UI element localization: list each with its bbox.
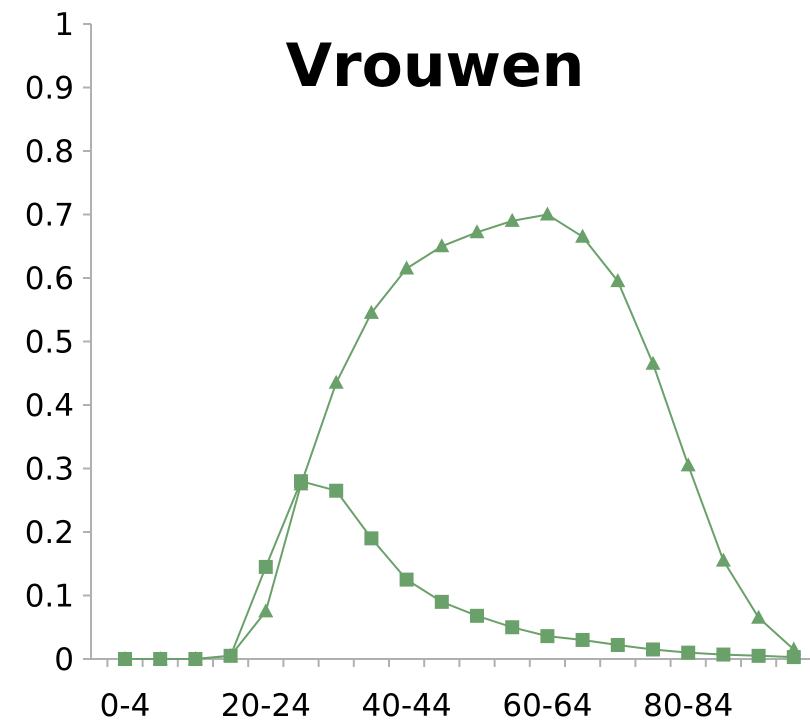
data-point-square	[434, 594, 449, 609]
series-group	[117, 206, 802, 666]
data-point-square	[786, 650, 801, 665]
x-tick-label: 80-84	[643, 688, 733, 724]
y-axis: 0 0.1 0.2 0.3 0.4 0.5 0.6 0.7 0.8 0.9 1	[25, 7, 92, 678]
data-point-square	[258, 559, 273, 574]
data-point-square	[470, 608, 484, 623]
data-point-square	[610, 638, 625, 653]
y-tick-label: 0.2	[25, 515, 74, 551]
chart-title: Vrouwen	[286, 31, 585, 101]
data-point-triangle	[434, 238, 450, 253]
data-point-square	[575, 632, 590, 647]
data-point-triangle	[504, 212, 520, 227]
y-tick-label: 0.4	[25, 388, 74, 424]
x-tick-label: 40-44	[362, 688, 452, 724]
data-point-triangle	[258, 603, 274, 618]
series-triangle	[117, 206, 802, 665]
data-point-triangle	[363, 304, 379, 319]
y-tick-label: 0.1	[25, 579, 74, 615]
data-point-square	[188, 652, 203, 666]
y-tick-label: 0	[54, 642, 74, 678]
data-point-triangle	[610, 273, 626, 288]
data-point-square	[329, 483, 344, 498]
x-tick-label: 0-4	[100, 688, 151, 724]
data-point-triangle	[469, 224, 485, 239]
y-tick-label: 0.5	[25, 325, 74, 361]
x-axis: 0-4 20-24 40-44 60-64 80-84	[91, 658, 810, 724]
data-point-square	[399, 572, 414, 587]
data-point-square	[681, 645, 696, 660]
data-point-triangle	[645, 355, 661, 370]
series-line	[125, 213, 795, 660]
data-point-square	[223, 648, 238, 663]
y-tick-label: 0.8	[25, 134, 74, 170]
data-point-square	[505, 620, 520, 635]
data-point-triangle	[680, 457, 696, 472]
y-tick-label: 1	[54, 7, 74, 43]
x-tick-label: 20-24	[221, 688, 311, 724]
y-tick-label: 0.9	[25, 71, 74, 107]
data-point-triangle	[751, 609, 767, 624]
data-point-square	[751, 648, 766, 663]
y-tick-label: 0.7	[25, 198, 74, 234]
data-point-square	[294, 474, 308, 489]
data-point-triangle	[715, 552, 731, 567]
data-point-square	[716, 647, 731, 662]
data-point-triangle	[539, 206, 555, 221]
series-square	[118, 474, 801, 666]
data-point-square	[118, 652, 132, 666]
data-point-square	[540, 629, 555, 644]
data-point-triangle	[575, 228, 591, 243]
y-tick-label: 0.3	[25, 452, 74, 488]
data-point-square	[364, 531, 379, 546]
y-tick-label: 0.6	[25, 261, 74, 297]
data-point-triangle	[399, 260, 415, 275]
data-point-square	[153, 652, 168, 666]
data-point-square	[646, 642, 660, 657]
data-point-triangle	[328, 374, 344, 389]
series-line	[125, 480, 794, 660]
x-tick-label: 60-64	[502, 688, 592, 724]
